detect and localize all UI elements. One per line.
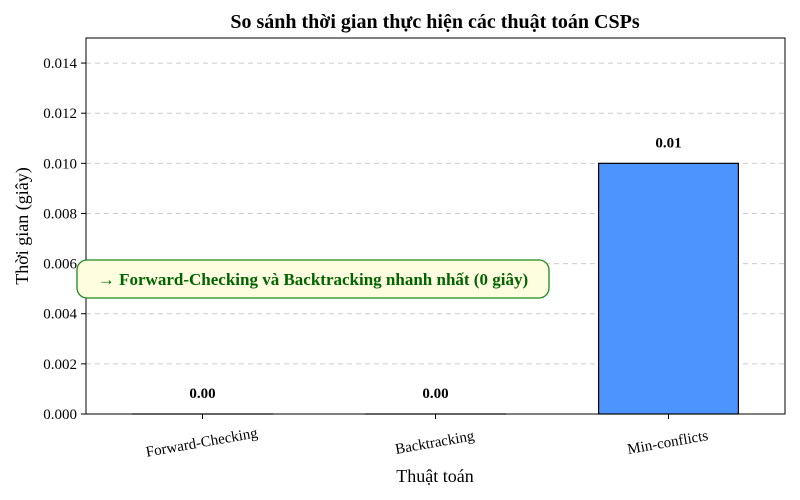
y-tick-label: 0.006 [43, 257, 77, 273]
data-labels: 0.00 0.00 0.01 [189, 135, 681, 402]
chart-title: So sánh thời gian thực hiện các thuật to… [230, 11, 639, 33]
y-tick-label: 0.000 [43, 407, 77, 423]
data-label: 0.01 [655, 135, 681, 151]
annotation-callout: → Forward-Checking và Backtracking nhanh… [76, 259, 550, 299]
y-tick-label: 0.014 [43, 56, 77, 72]
annotation-text: → Forward-Checking và Backtracking nhanh… [98, 270, 528, 289]
x-tick-label: Forward-Checking [145, 425, 260, 461]
x-axis-ticks: Forward-Checking Backtracking Min-conflict… [145, 414, 710, 461]
annotation-box [76, 259, 550, 299]
bars-layer [132, 162, 739, 415]
y-tick-label: 0.010 [43, 156, 77, 172]
x-tick-label: Min-conflicts [626, 428, 709, 458]
data-label: 0.00 [422, 386, 448, 402]
y-axis-label: Thời gian (giây) [12, 167, 33, 284]
bar [597, 162, 739, 415]
x-tick-label: Backtracking [394, 428, 476, 458]
y-tick-label: 0.002 [43, 357, 77, 373]
y-axis-ticks: 0.000 0.002 0.004 0.006 0.008 0.010 0.012 0.014 [43, 56, 86, 423]
y-tick-label: 0.008 [43, 206, 77, 222]
y-tick-label: 0.004 [43, 307, 77, 323]
data-label: 0.00 [189, 386, 215, 402]
x-axis-label: Thuật toán [396, 466, 473, 486]
y-tick-label: 0.012 [43, 106, 77, 122]
